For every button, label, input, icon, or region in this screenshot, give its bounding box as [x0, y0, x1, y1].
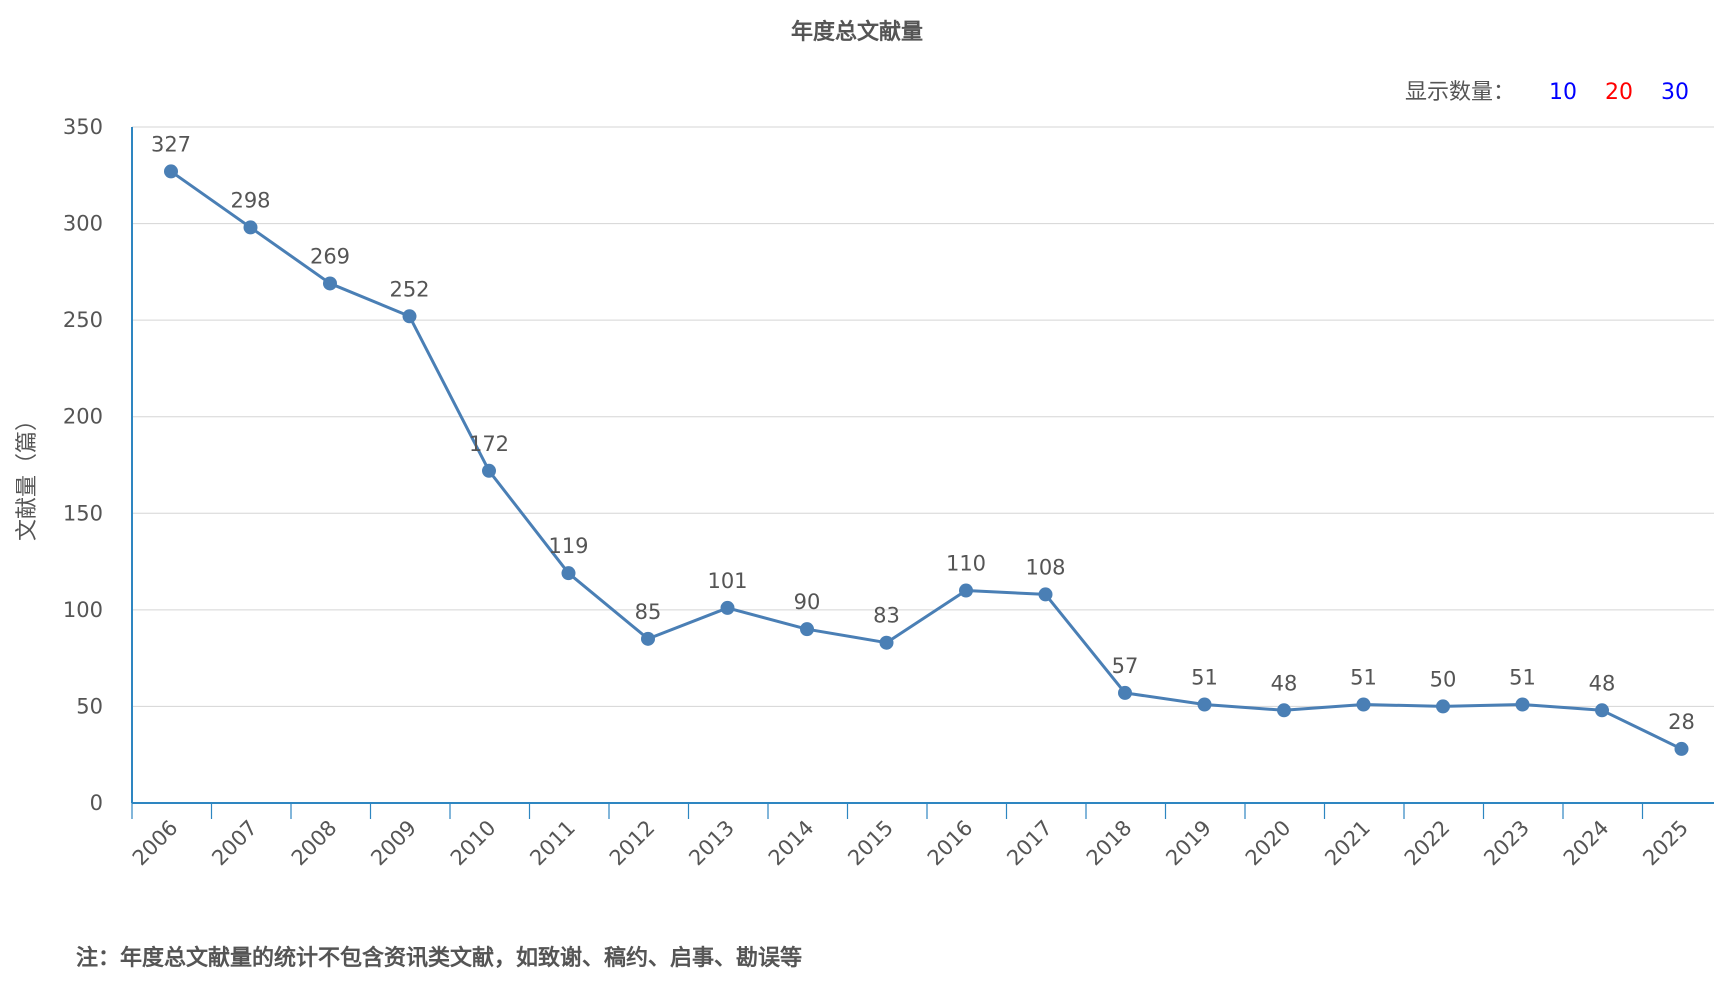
- data-label: 327: [151, 132, 191, 156]
- data-point: [323, 276, 337, 291]
- data-label: 269: [310, 244, 350, 268]
- x-tick-label: 2012: [605, 816, 660, 871]
- data-point: [1674, 741, 1689, 756]
- data-label: 51: [1191, 665, 1218, 689]
- data-point: [1197, 697, 1212, 712]
- footnote: 注：年度总文献量的统计不包含资讯类文献，如致谢、稿约、启事、勘误等: [76, 946, 803, 971]
- display-count-option-20[interactable]: 20: [1605, 80, 1634, 105]
- data-point: [1356, 697, 1371, 712]
- data-label: 110: [946, 552, 986, 576]
- data-point: [1277, 703, 1291, 718]
- x-tick-label: 2007: [207, 816, 262, 871]
- data-label: 51: [1350, 665, 1377, 689]
- display-count-selector: 显示数量： 10 20 30: [1405, 74, 1714, 108]
- display-count-label: 显示数量：: [1405, 80, 1516, 105]
- y-axis-title: 文献量（篇）: [15, 409, 40, 541]
- y-tick-label: 350: [63, 115, 103, 139]
- y-tick-label: 200: [63, 405, 103, 429]
- data-point: [482, 463, 496, 478]
- data-point: [561, 566, 576, 581]
- data-label: 83: [873, 604, 900, 628]
- chart-title: 年度总文献量: [790, 20, 923, 45]
- data-point: [164, 164, 178, 179]
- data-point: [879, 635, 894, 650]
- data-label: 50: [1430, 667, 1457, 691]
- data-point: [1038, 587, 1053, 602]
- x-tick-label: 2011: [525, 816, 580, 871]
- x-tick-label: 2023: [1479, 816, 1534, 871]
- data-point: [1515, 697, 1530, 712]
- data-label: 101: [707, 569, 747, 593]
- data-point: [1118, 685, 1132, 700]
- x-tick-label: 2008: [287, 816, 342, 871]
- y-tick-label: 50: [76, 694, 103, 718]
- y-tick-label: 300: [63, 212, 103, 236]
- data-label: 90: [794, 590, 821, 614]
- x-tick-label: 2015: [843, 816, 898, 871]
- data-label: 28: [1668, 710, 1695, 734]
- x-tick-label: 2017: [1002, 816, 1057, 871]
- data-label: 252: [389, 277, 429, 301]
- display-count-option-10[interactable]: 10: [1549, 80, 1578, 105]
- x-tick-label: 2020: [1241, 816, 1296, 871]
- data-label: 172: [469, 432, 509, 456]
- data-label: 85: [635, 600, 662, 624]
- y-tick-label: 250: [63, 308, 103, 332]
- y-tick-label: 0: [90, 791, 103, 815]
- data-point: [800, 622, 814, 637]
- y-tick-label: 150: [63, 501, 103, 525]
- x-tick-label: 2019: [1161, 816, 1216, 871]
- x-tick-label: 2006: [128, 816, 183, 871]
- data-point: [243, 220, 258, 235]
- data-label: 108: [1025, 555, 1065, 579]
- data-label: 51: [1509, 665, 1536, 689]
- y-tick-label: 100: [63, 598, 103, 622]
- x-tick-label: 2013: [684, 816, 739, 871]
- data-label: 48: [1271, 671, 1298, 695]
- series-line: [170, 170, 1683, 751]
- x-tick-label: 2022: [1400, 816, 1455, 871]
- data-label: 48: [1589, 671, 1616, 695]
- x-tick-label: 2024: [1559, 816, 1614, 871]
- display-count-option-30[interactable]: 30: [1661, 80, 1690, 105]
- data-point: [641, 631, 655, 646]
- x-tick-label: 2010: [446, 816, 501, 871]
- data-label: 298: [230, 188, 270, 212]
- x-tick-label: 2014: [764, 816, 819, 871]
- x-tick-label: 2018: [1082, 816, 1137, 871]
- x-tick-label: 2025: [1638, 816, 1693, 871]
- data-label: 57: [1112, 654, 1139, 678]
- x-tick-label: 2016: [923, 816, 978, 871]
- data-point: [1595, 703, 1609, 718]
- x-tick-label: 2021: [1320, 816, 1375, 871]
- data-point: [402, 309, 417, 324]
- data-point: [959, 583, 973, 598]
- data-point: [1436, 699, 1450, 714]
- data-point: [720, 600, 735, 615]
- data-label: 119: [548, 534, 588, 558]
- x-tick-label: 2009: [366, 816, 421, 871]
